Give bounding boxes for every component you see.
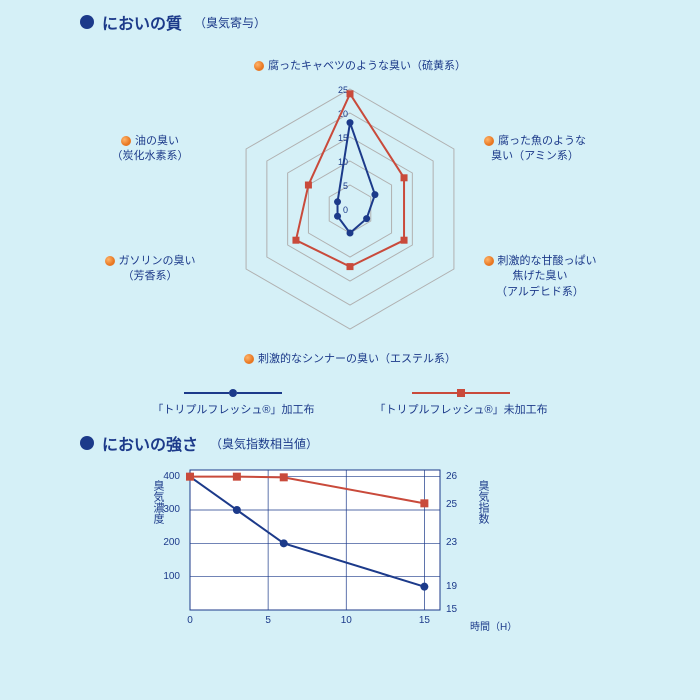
orange-dot-icon [244, 354, 254, 364]
svg-text:0: 0 [343, 205, 348, 215]
y-right-axis-title: 臭気指数 [475, 480, 491, 524]
legend-marker-square-icon [457, 389, 465, 397]
orange-dot-icon [121, 136, 131, 146]
legend-marker-circle-icon [229, 389, 237, 397]
svg-text:5: 5 [343, 181, 348, 191]
x-axis-title: 時間（H） [470, 618, 517, 633]
radar-axis-1: 腐った魚のような臭い（アミン系） [460, 134, 610, 165]
section2-subtitle: （臭気指数相当値） [210, 435, 318, 452]
y-left-tick: 200 [145, 537, 180, 548]
legend-item-1: 「トリプルフレッシュ®」未加工布 [375, 389, 548, 417]
x-tick: 10 [336, 615, 356, 626]
y-right-tick: 15 [446, 604, 457, 615]
section2-header: においの強さ （臭気指数相当値） [0, 427, 700, 455]
legend-item-0: 「トリプルフレッシュ®」加工布 [152, 389, 314, 417]
y-right-tick: 26 [446, 471, 457, 482]
orange-dot-icon [254, 61, 264, 71]
legend-label: 「トリプルフレッシュ®」未加工布 [375, 401, 548, 417]
section1-header: においの質 （臭気寄与） [0, 0, 700, 34]
bullet-icon [80, 436, 94, 450]
legend: 「トリプルフレッシュ®」加工布 「トリプルフレッシュ®」未加工布 [0, 384, 700, 427]
y-left-tick: 300 [145, 504, 180, 515]
section2-title: においの強さ [102, 431, 198, 455]
svg-text:25: 25 [338, 85, 348, 95]
line-chart: 臭気濃度 臭気指数 時間（H） 100 200 300 400 26 25 23 19 15 0 5… [140, 460, 700, 660]
section1-title: においの質 [102, 10, 182, 34]
radar-svg: 0510152025 [180, 44, 520, 364]
radar-axis-4: ガソリンの臭い（芳香系） [80, 254, 220, 285]
radar-axis-3: 刺激的なシンナーの臭い（エステル系） [170, 352, 530, 367]
y-left-tick: 400 [145, 471, 180, 482]
x-tick: 5 [258, 615, 278, 626]
x-tick: 15 [414, 615, 434, 626]
y-right-tick: 23 [446, 537, 457, 548]
x-tick: 0 [180, 615, 200, 626]
radar-axis-2: 刺激的な甘酸っぱい焦げた臭い（アルデヒド系） [460, 254, 620, 300]
bullet-icon [80, 15, 94, 29]
radar-chart: 0510152025 腐ったキャベツのような臭い（硫黄系） 腐った魚のような臭い… [0, 34, 700, 384]
radar-axis-0: 腐ったキャベツのような臭い（硫黄系） [210, 59, 510, 74]
radar-axis-5: 油の臭い（炭化水素系） [90, 134, 210, 165]
y-left-axis-title: 臭気濃度 [150, 480, 166, 524]
legend-line-icon [237, 392, 282, 394]
orange-dot-icon [484, 256, 494, 266]
y-left-tick: 100 [145, 571, 180, 582]
legend-line-icon [412, 392, 457, 394]
y-right-tick: 25 [446, 499, 457, 510]
legend-line-icon [184, 392, 229, 394]
section1-subtitle: （臭気寄与） [194, 14, 266, 31]
linechart-svg [180, 460, 460, 640]
orange-dot-icon [484, 136, 494, 146]
y-right-tick: 19 [446, 581, 457, 592]
legend-line-icon [465, 392, 510, 394]
legend-label: 「トリプルフレッシュ®」加工布 [152, 401, 314, 417]
orange-dot-icon [105, 256, 115, 266]
